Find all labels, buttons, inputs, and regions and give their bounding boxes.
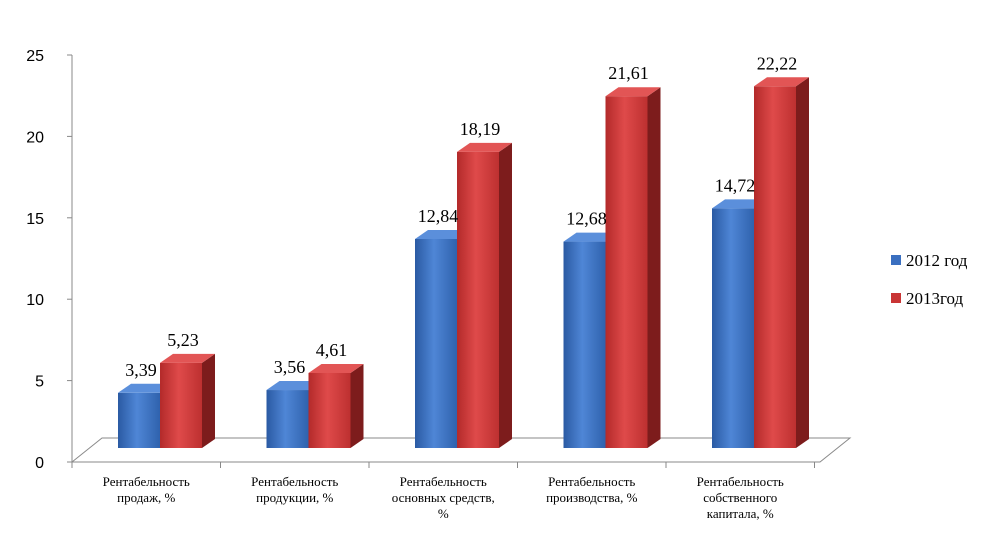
x-category-line: Рентабельность: [103, 474, 190, 489]
x-category-line: продаж, %: [117, 490, 175, 505]
legend-label: 2012 год: [906, 251, 968, 270]
data-label: 4,61: [316, 340, 348, 360]
y-tick-label: 0: [35, 455, 44, 472]
data-label: 22,22: [757, 53, 798, 73]
x-category-line: %: [438, 506, 449, 521]
data-label: 5,23: [167, 330, 199, 350]
x-category-line: основных средств,: [392, 490, 495, 505]
bar-2013-4: [754, 77, 809, 449]
data-labels: 3,39 5,23 3,56 4,61 12,84 18,19 12,68 21,61 14,7…: [125, 53, 797, 380]
x-category-line: Рентабельность: [400, 474, 487, 489]
x-category-label: Рентабельность производства, %: [546, 474, 638, 505]
bar-2013-3: [605, 87, 661, 448]
x-category-line: Рентабельность: [251, 474, 338, 489]
data-label: 3,39: [125, 360, 157, 380]
legend: 2012 год 2013год: [891, 251, 968, 308]
bars: [118, 77, 809, 449]
x-category-line: собственного: [703, 490, 777, 505]
legend-swatch: [891, 255, 901, 265]
y-tick-label: 20: [26, 129, 44, 146]
x-category-line: капитала, %: [707, 506, 774, 521]
bar-2013-1: [308, 363, 364, 448]
data-label: 18,19: [460, 119, 501, 139]
x-category-line: Рентабельность: [548, 474, 635, 489]
data-label: 12,68: [566, 209, 607, 229]
x-category-label: Рентабельность основных средств,%: [392, 474, 495, 521]
bar-2013-0: [160, 353, 215, 448]
y-tick-label: 25: [26, 48, 44, 65]
legend-label: 2013год: [906, 289, 964, 308]
y-tick-label: 5: [35, 374, 44, 391]
x-category-label: Рентабельность продаж, %: [103, 474, 190, 505]
data-label: 3,56: [274, 357, 306, 377]
x-category-line: продукции, %: [256, 490, 333, 505]
data-label: 21,61: [608, 63, 649, 83]
legend-item-2012: 2012 год: [891, 251, 968, 270]
bar-2013-2: [457, 142, 512, 448]
y-tick-label: 15: [26, 211, 44, 228]
x-category-label: Рентабельность собственного капитала, %: [697, 474, 784, 521]
y-tick-label: 10: [26, 292, 44, 309]
x-category-label: Рентабельность продукции, %: [251, 474, 338, 505]
legend-swatch: [891, 293, 901, 303]
category-labels: Рентабельность продаж, %Рентабельность про…: [103, 474, 784, 521]
legend-item-2013: 2013год: [891, 289, 964, 308]
x-category-line: Рентабельность: [697, 474, 784, 489]
x-category-line: производства, %: [546, 490, 638, 505]
data-label: 14,72: [715, 175, 756, 195]
axes: 0 5 10 15 20 25: [26, 48, 73, 472]
data-label: 12,84: [418, 206, 459, 226]
